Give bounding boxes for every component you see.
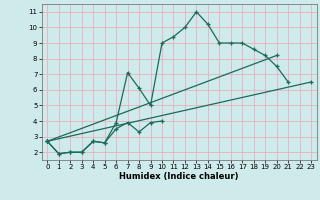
X-axis label: Humidex (Indice chaleur): Humidex (Indice chaleur) [119,172,239,181]
